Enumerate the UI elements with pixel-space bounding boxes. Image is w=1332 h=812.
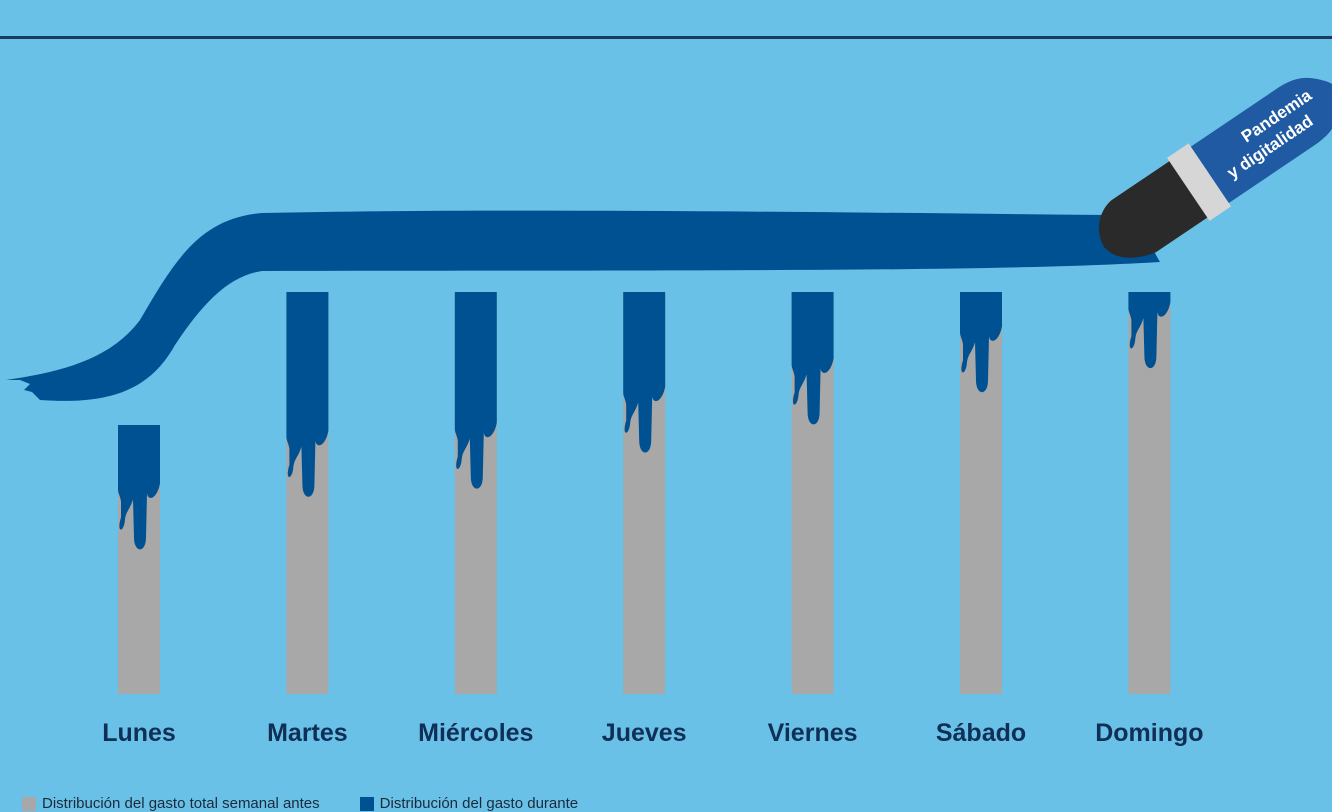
paint-stroke-shape	[6, 210, 1160, 401]
legend-swatch-during	[359, 796, 374, 811]
day-labels: Lunes Martes Miércoles Jueves Viernes Sábado D…	[102, 719, 1203, 747]
bar-during-miércoles	[454, 292, 497, 489]
bar-lunes	[118, 425, 160, 694]
legend-item-before: Distribución del gasto total semanal ant…	[22, 795, 320, 812]
bar-viernes	[791, 292, 834, 694]
bar-during-domingo	[1128, 292, 1171, 369]
bar-during-sábado	[960, 292, 1002, 393]
brush-ferrule	[1167, 143, 1232, 221]
tick-label-viernes: Viernes	[768, 719, 858, 747]
legend-item-during: Distribución del gasto durante	[359, 795, 579, 812]
bar-sábado	[960, 292, 1002, 694]
bar-domingo	[1128, 292, 1171, 694]
brush-bristles	[1098, 160, 1209, 258]
legend-swatch-before	[22, 796, 36, 811]
bar-miércoles	[454, 292, 497, 694]
bar-jueves	[623, 292, 666, 694]
bar-during-martes	[286, 292, 329, 497]
tick-label-domingo: Domingo	[1095, 719, 1203, 747]
tick-label-sábado: Sábado	[936, 719, 1026, 747]
legend-label-during: Distribución del gasto durante	[379, 795, 579, 812]
tick-label-jueves: Jueves	[602, 719, 687, 747]
tick-label-lunes: Lunes	[102, 719, 176, 747]
bar-during-jueves	[623, 292, 666, 453]
legend-label-before: Distribución del gasto total semanal ant…	[42, 795, 320, 812]
paintbrush-icon: Pandemia y digitalidad	[1098, 77, 1332, 258]
title-bar	[0, 0, 1332, 39]
bar-during-viernes	[791, 292, 834, 425]
tick-label-martes: Martes	[267, 719, 348, 747]
bar-martes	[286, 292, 329, 694]
brush-handle	[1190, 77, 1332, 204]
paint-stroke	[6, 210, 1160, 401]
legend: Distribución del gasto total semanal ant…	[22, 795, 578, 812]
tick-label-miércoles: Miércoles	[418, 719, 533, 747]
bars-group	[118, 292, 1171, 694]
bar-during-lunes	[118, 425, 160, 550]
